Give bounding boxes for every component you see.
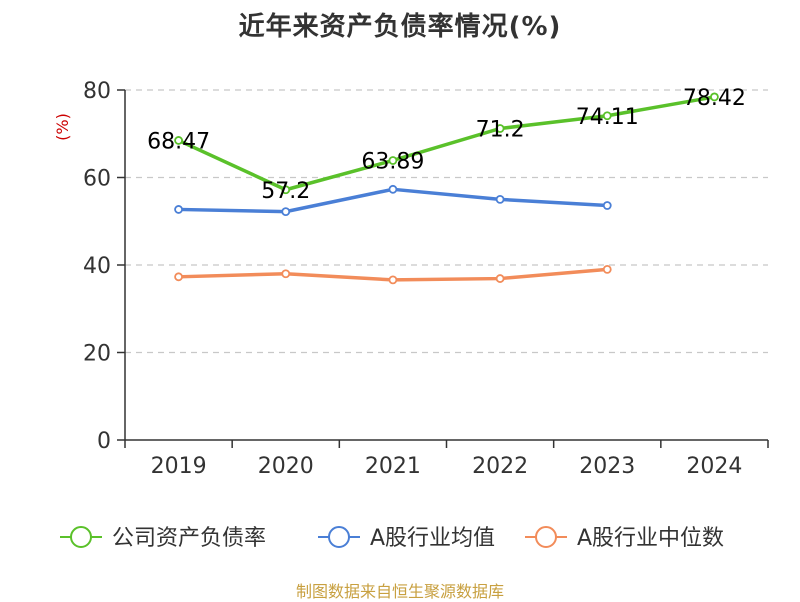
data-point — [388, 156, 398, 165]
data-point — [602, 111, 612, 121]
source-note: 制图数据来自恒生聚源数据库 — [295, 582, 504, 601]
legend-label: 公司资产负债率 — [112, 526, 266, 551]
y-tick-label: 20 — [83, 342, 111, 367]
series-2 — [174, 264, 612, 285]
data-point — [710, 92, 719, 102]
legend-marker — [328, 526, 350, 548]
legend-item: 公司资产负债率 — [60, 526, 266, 551]
data-point — [174, 136, 183, 145]
series-1 — [174, 184, 612, 217]
x-tick-label: 2020 — [258, 454, 314, 479]
x-tick-label: 2021 — [365, 454, 421, 479]
data-point — [388, 275, 398, 285]
series-line — [177, 95, 715, 192]
legend-item: A股行业均值 — [318, 526, 495, 551]
gridlines — [125, 89, 768, 354]
legend: 公司资产负债率 A股行业均值 A股行业中位数 — [60, 526, 724, 551]
axes: 0 20 40 60 80 2019 2020 2021 2022 2023 2024 — [83, 79, 769, 479]
legend-label: A股行业中位数 — [577, 526, 724, 551]
data-point — [495, 194, 505, 204]
y-tick-label: 40 — [83, 254, 111, 279]
legend-item: A股行业中位数 — [525, 526, 724, 551]
y-tick-label: 80 — [83, 79, 111, 104]
data-point — [281, 269, 291, 279]
data-label: 63.89 — [361, 149, 424, 174]
legend-label: A股行业均值 — [370, 526, 495, 551]
data-point — [281, 185, 291, 195]
data-point — [281, 207, 291, 217]
data-label: 68.47 — [147, 129, 210, 154]
data-point — [495, 124, 505, 133]
legend-marker — [535, 526, 557, 548]
x-tick-label: 2019 — [151, 454, 207, 479]
data-point — [174, 272, 183, 282]
data-label: 74.11 — [576, 105, 639, 130]
data-point — [174, 205, 183, 214]
y-axis-label: (%) — [53, 113, 72, 141]
data-point — [495, 274, 505, 283]
data-point — [388, 184, 398, 194]
legend-marker — [70, 526, 92, 548]
chart-title: 近年来资产负债率情况(%) — [238, 12, 562, 42]
data-label: 78.42 — [683, 86, 746, 111]
x-tick-label: 2024 — [686, 454, 742, 479]
y-tick-label: 0 — [97, 429, 111, 454]
x-tick-label: 2022 — [472, 454, 528, 479]
series-0 — [174, 92, 719, 195]
data-label: 71.2 — [476, 118, 525, 143]
data-point — [602, 264, 612, 274]
data-point — [602, 201, 612, 210]
x-tick-label: 2023 — [579, 454, 635, 479]
y-tick-label: 60 — [83, 167, 111, 192]
series-group: 68.47 57.2 63.89 71.2 74.11 78.42 — [147, 86, 746, 285]
data-label: 57.2 — [261, 179, 310, 204]
